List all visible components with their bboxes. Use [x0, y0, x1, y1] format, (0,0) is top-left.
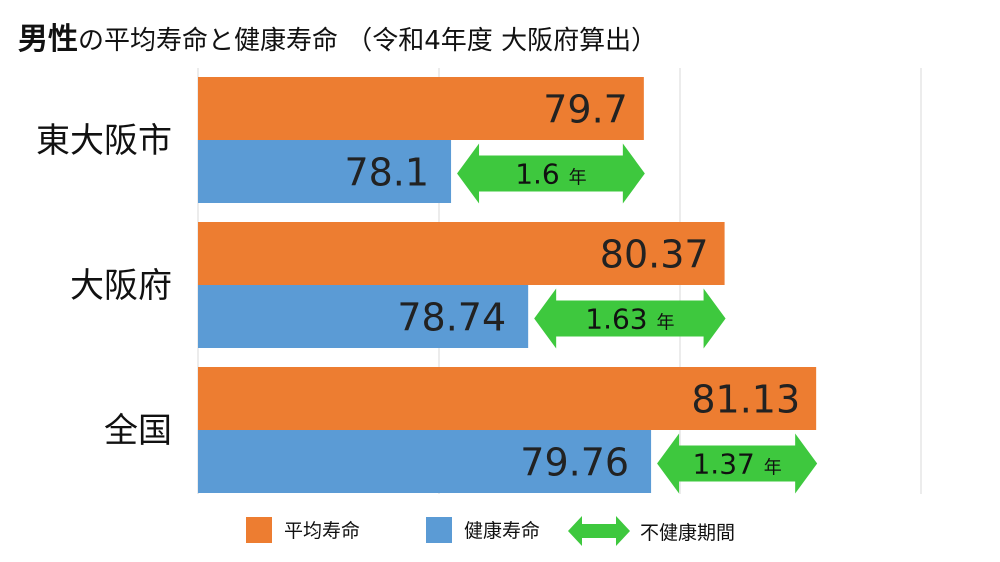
average-value-label: 79.7	[543, 88, 628, 132]
chart-title-rest: の平均寿命と健康寿命 （令和4年度 大阪府算出）	[78, 26, 658, 56]
legend-gap-arrow-icon	[568, 516, 630, 546]
gap-value-label: 1.37 年	[692, 448, 781, 481]
gap-value-label: 1.6 年	[515, 158, 586, 191]
chart-title: 男性の平均寿命と健康寿命 （令和4年度 大阪府算出）	[18, 14, 657, 58]
healthy-bar	[198, 285, 529, 348]
gap-arrow	[534, 288, 726, 349]
healthy-value-label: 78.1	[344, 151, 429, 195]
legend-average: 平均寿命	[246, 516, 360, 543]
healthy-bar	[198, 140, 452, 203]
average-bar	[198, 77, 644, 140]
average-bar	[198, 367, 817, 430]
legend-average-label: 平均寿命	[284, 520, 361, 542]
chart-title-bold: 男性	[18, 22, 78, 57]
category-label: 大阪府	[70, 266, 172, 306]
average-value-label: 81.13	[691, 378, 800, 422]
average-value-label: 80.37	[600, 233, 709, 277]
gap-arrow	[457, 143, 645, 204]
legend-healthy: 健康寿命	[426, 516, 540, 543]
category-label: 全国	[104, 411, 172, 451]
legend-healthy-swatch	[426, 516, 452, 543]
healthy-value-label: 78.74	[397, 296, 506, 340]
legend-gap: 不健康期間	[568, 516, 735, 546]
healthy-value-label: 79.76	[520, 441, 629, 485]
average-bar	[198, 222, 725, 285]
gap-arrow	[657, 433, 818, 494]
gap-value-label: 1.63 年	[585, 303, 674, 336]
legend-healthy-label: 健康寿命	[464, 520, 541, 542]
category-label: 東大阪市	[36, 121, 172, 161]
healthy-bar	[198, 430, 652, 493]
legend-average-swatch	[246, 516, 272, 543]
legend-gap-label: 不健康期間	[640, 521, 736, 544]
